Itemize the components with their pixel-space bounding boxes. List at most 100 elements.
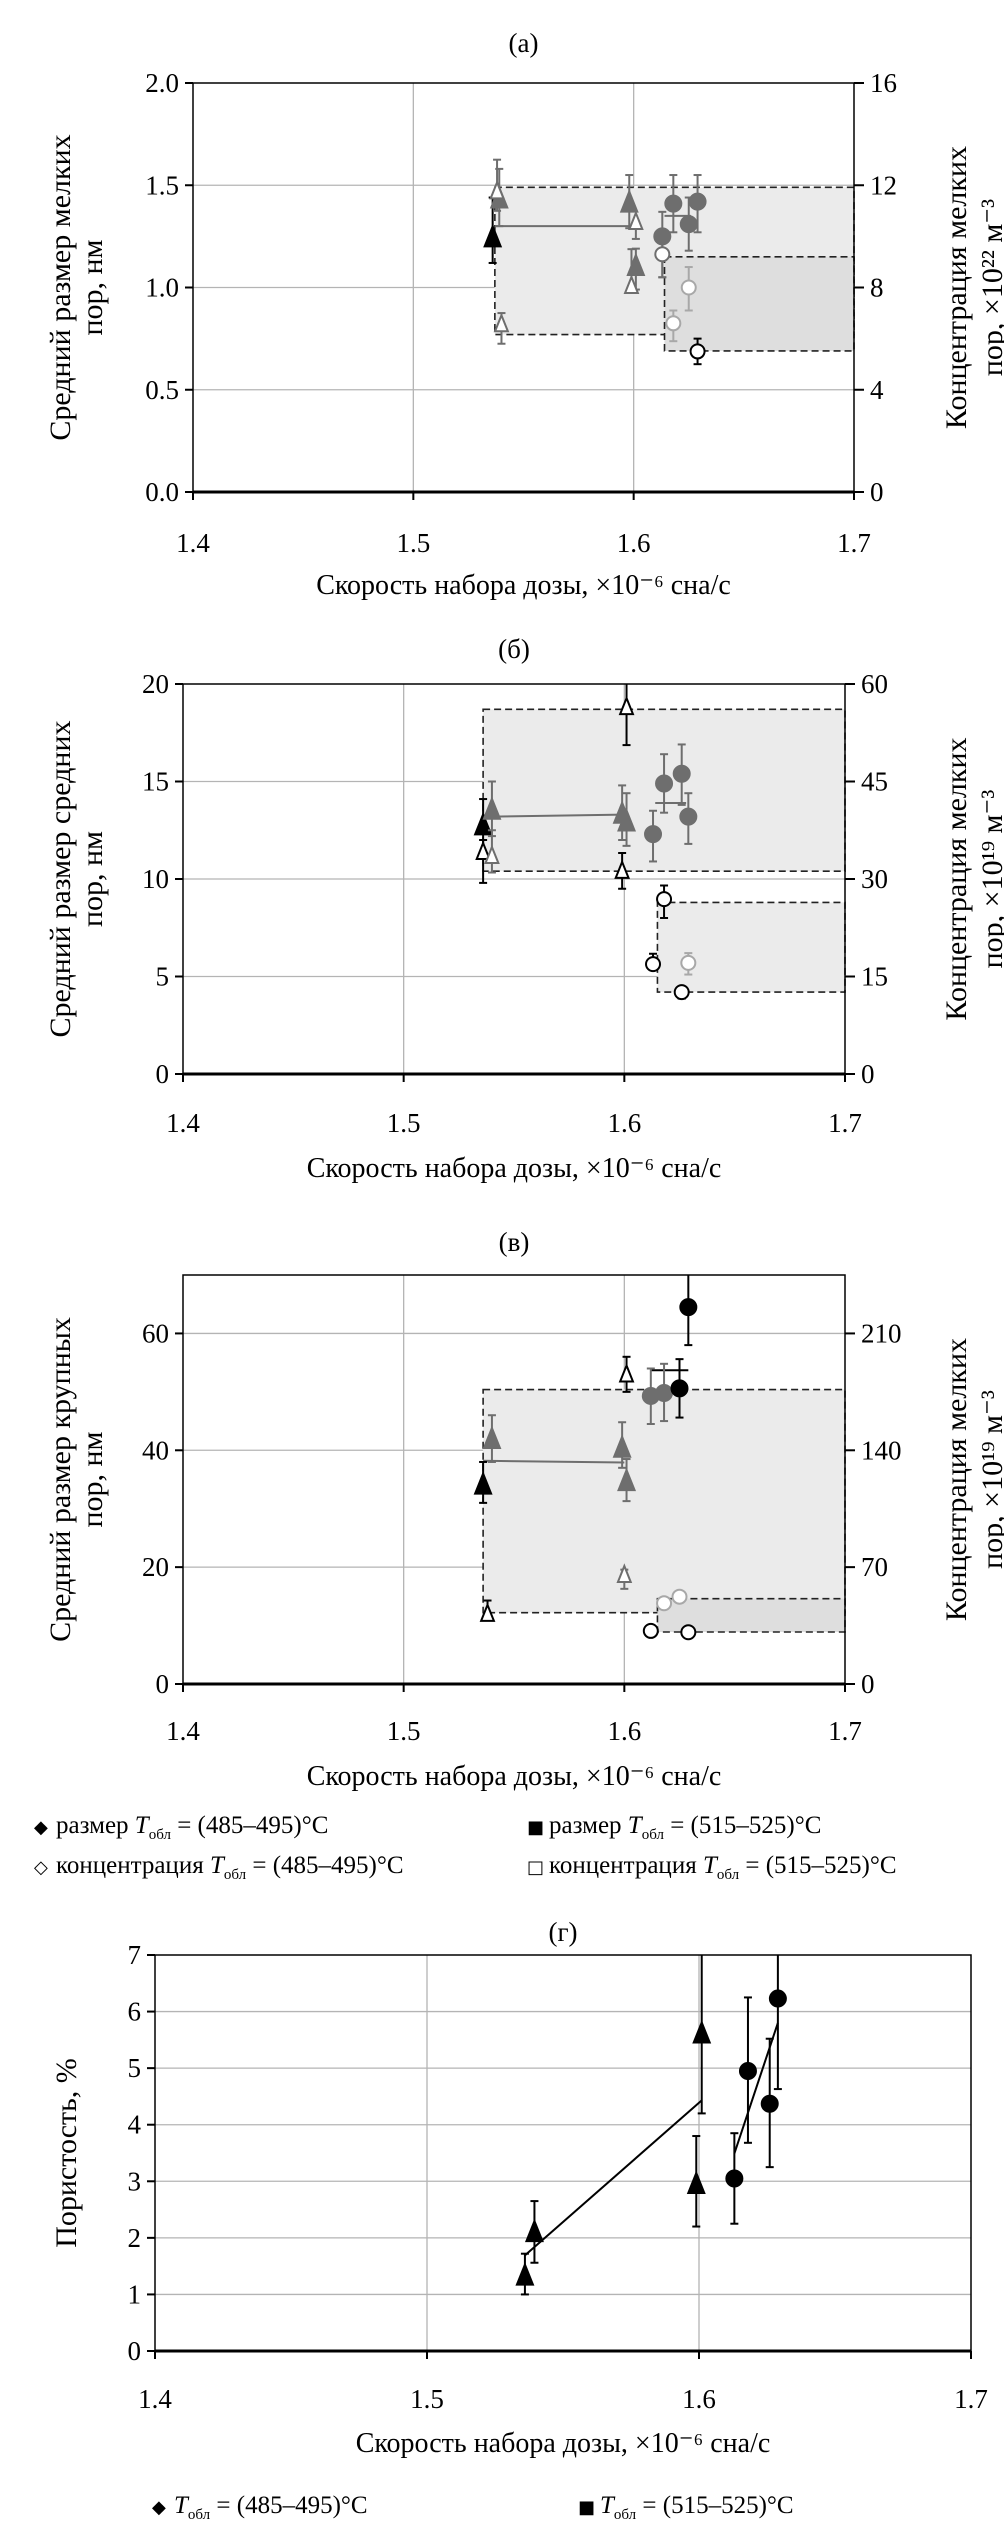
chart-title: (в) xyxy=(499,1227,530,1257)
x-tick-label: 1.4 xyxy=(166,1716,200,1746)
x-tick-label: 1.6 xyxy=(607,1716,641,1746)
y2-tick-label: 0 xyxy=(861,1059,875,1089)
x-tick-label: 1.7 xyxy=(828,1716,862,1746)
data-point-circle xyxy=(671,1588,688,1605)
y-tick-label: 0 xyxy=(128,2336,142,2366)
data-point-triangle xyxy=(475,840,491,861)
data-point-triangle xyxy=(614,859,631,879)
y-tick-label: 0.5 xyxy=(145,375,179,405)
x-axis-label: Скорость набора дозы, ×10⁻⁶ сна/с xyxy=(316,570,731,601)
y2-tick-label: 15 xyxy=(861,962,888,992)
data-point-triangle xyxy=(515,2261,535,2286)
legend-marker-icon: ◆ xyxy=(152,2497,166,2518)
legend-label: = (485–495)°C xyxy=(210,2492,368,2519)
chart-3: 1.4 1.5 1.6 1.7 0 20 40 60 0 70 140 210 (в) Скорость … xyxy=(44,1227,1004,1792)
data-point-triangle xyxy=(493,312,510,333)
data-point-circle xyxy=(725,2169,744,2188)
region-box xyxy=(482,1388,846,1614)
legend-label: = (515–525)°C xyxy=(663,1812,822,1839)
data-point-triangle xyxy=(686,2170,706,2194)
legend-marker-icon: □ xyxy=(527,1857,545,1878)
data-point-triangle xyxy=(623,274,640,294)
y2-tick-label: 30 xyxy=(861,864,888,894)
legend-subscript: обл xyxy=(148,1827,171,1843)
x-tick-label: 1.6 xyxy=(607,1108,641,1138)
y-tick-label: 20 xyxy=(142,1552,169,1582)
region-box xyxy=(656,901,846,993)
y2-axis-label: пор, ×10²² м⁻³ xyxy=(976,199,1004,376)
legend-marker-icon: ◆ xyxy=(34,1817,48,1838)
data-point-circle xyxy=(679,807,698,826)
data-point-circle xyxy=(670,1379,689,1398)
legend-item: ■ размер Tобл = (515–525)°C xyxy=(527,1812,821,1844)
x-tick-label: 1.4 xyxy=(138,2384,172,2414)
data-point-circle xyxy=(760,2094,779,2113)
legend-item: ■ Tобл = (515–525)°C xyxy=(578,2492,794,2524)
data-point-triangle xyxy=(617,1467,637,1492)
y-tick-label: 3 xyxy=(128,2166,142,2196)
data-point-triangle xyxy=(627,210,644,231)
chart-title: (г) xyxy=(548,1917,577,1947)
y-tick-label: 7 xyxy=(128,1940,142,1970)
legend-t: T xyxy=(702,1852,717,1879)
y2-axis-label: Концентрация мелких xyxy=(940,737,973,1020)
legend-item: ◆ Tобл = (485–495)°C xyxy=(152,2492,368,2524)
x-axis-label: Скорость набора дозы, ×10⁻⁶ сна/с xyxy=(356,2428,771,2459)
y-tick-label: 40 xyxy=(142,1435,169,1465)
y2-tick-label: 0 xyxy=(861,1669,875,1699)
data-point-circle xyxy=(655,774,674,793)
legend-subscript: обл xyxy=(613,2507,637,2523)
legend-subscript: обл xyxy=(716,1867,740,1883)
y-tick-label: 15 xyxy=(142,767,169,797)
legend-item: ◇ концентрация Tобл = (485–495)°C xyxy=(34,1852,404,1884)
y-tick-label: 10 xyxy=(142,864,169,894)
data-point-triangle xyxy=(489,179,505,200)
legend-label: = (515–525)°C xyxy=(739,1852,897,1879)
data-point-circle xyxy=(655,1384,674,1403)
y-axis-label: пор, нм xyxy=(76,1431,109,1527)
x-tick-label: 1.5 xyxy=(396,528,430,558)
data-point-circle xyxy=(644,825,663,844)
chart-4: 1.4 1.5 1.6 1.7 0 1 2 3 4 5 6 7 (г) Скорость набора д… xyxy=(50,1917,988,2459)
chart-title: (б) xyxy=(498,634,530,664)
y-axis-label: Средний размер средних xyxy=(44,720,77,1037)
data-point-triangle xyxy=(479,1602,496,1622)
plot-frame xyxy=(154,1954,972,2352)
y2-axis-label: пор, ×10¹⁹ м⁻³ xyxy=(976,790,1004,969)
y-tick-label: 4 xyxy=(128,2110,142,2140)
y2-axis-label: Концентрация мелких xyxy=(940,146,973,429)
chart-title: (а) xyxy=(509,28,539,58)
region-box xyxy=(663,256,855,352)
legend-t: T xyxy=(209,1852,224,1879)
data-point-circle xyxy=(679,1298,698,1317)
data-point-triangle xyxy=(617,807,637,832)
y-axis-label: Пористость, % xyxy=(50,2058,83,2248)
data-point-circle xyxy=(768,1989,787,2008)
data-point-circle xyxy=(645,956,662,973)
y2-tick-label: 70 xyxy=(861,1552,888,1582)
data-point-circle xyxy=(679,215,698,234)
y2-tick-label: 45 xyxy=(861,767,888,797)
legend-t: T xyxy=(134,1812,149,1839)
x-tick-label: 1.7 xyxy=(837,528,871,558)
data-point-circle xyxy=(654,246,671,263)
data-point-triangle xyxy=(612,1434,632,1458)
y-tick-label: 5 xyxy=(156,962,170,992)
data-point-circle xyxy=(689,343,706,360)
y-tick-label: 5 xyxy=(128,2053,142,2083)
data-point-triangle xyxy=(616,1563,633,1583)
y-axis-label: Средний размер мелких xyxy=(44,134,77,440)
data-point-triangle xyxy=(484,844,500,864)
y-axis-label: пор, нм xyxy=(76,239,109,335)
x-tick-label: 1.6 xyxy=(617,528,651,558)
legend-item: ◆ размер Tобл = (485–495)°C xyxy=(34,1812,328,1844)
data-point-triangle xyxy=(618,695,635,716)
y-tick-label: 1.5 xyxy=(145,170,179,200)
y2-tick-label: 8 xyxy=(870,273,884,303)
data-point-circle xyxy=(665,315,682,332)
legend-t: T xyxy=(600,2492,614,2519)
y-tick-label: 0 xyxy=(156,1059,170,1089)
x-tick-label: 1.4 xyxy=(166,1108,200,1138)
x-axis-label: Скорость набора дозы, ×10⁻⁶ сна/с xyxy=(307,1153,722,1184)
